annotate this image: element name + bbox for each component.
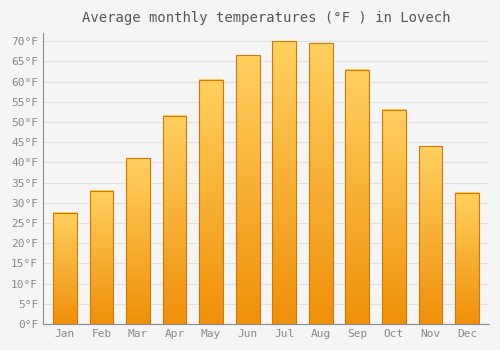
Bar xyxy=(272,41,296,324)
Bar xyxy=(53,213,77,324)
Bar xyxy=(199,80,223,324)
Title: Average monthly temperatures (°F ) in Lovech: Average monthly temperatures (°F ) in Lo… xyxy=(82,11,450,25)
Bar xyxy=(162,116,186,324)
Bar xyxy=(418,146,442,324)
Bar xyxy=(90,191,114,324)
Bar xyxy=(236,55,260,324)
Bar xyxy=(126,159,150,324)
Bar xyxy=(346,70,369,324)
Bar xyxy=(309,43,332,324)
Bar xyxy=(382,110,406,324)
Bar xyxy=(455,193,479,324)
